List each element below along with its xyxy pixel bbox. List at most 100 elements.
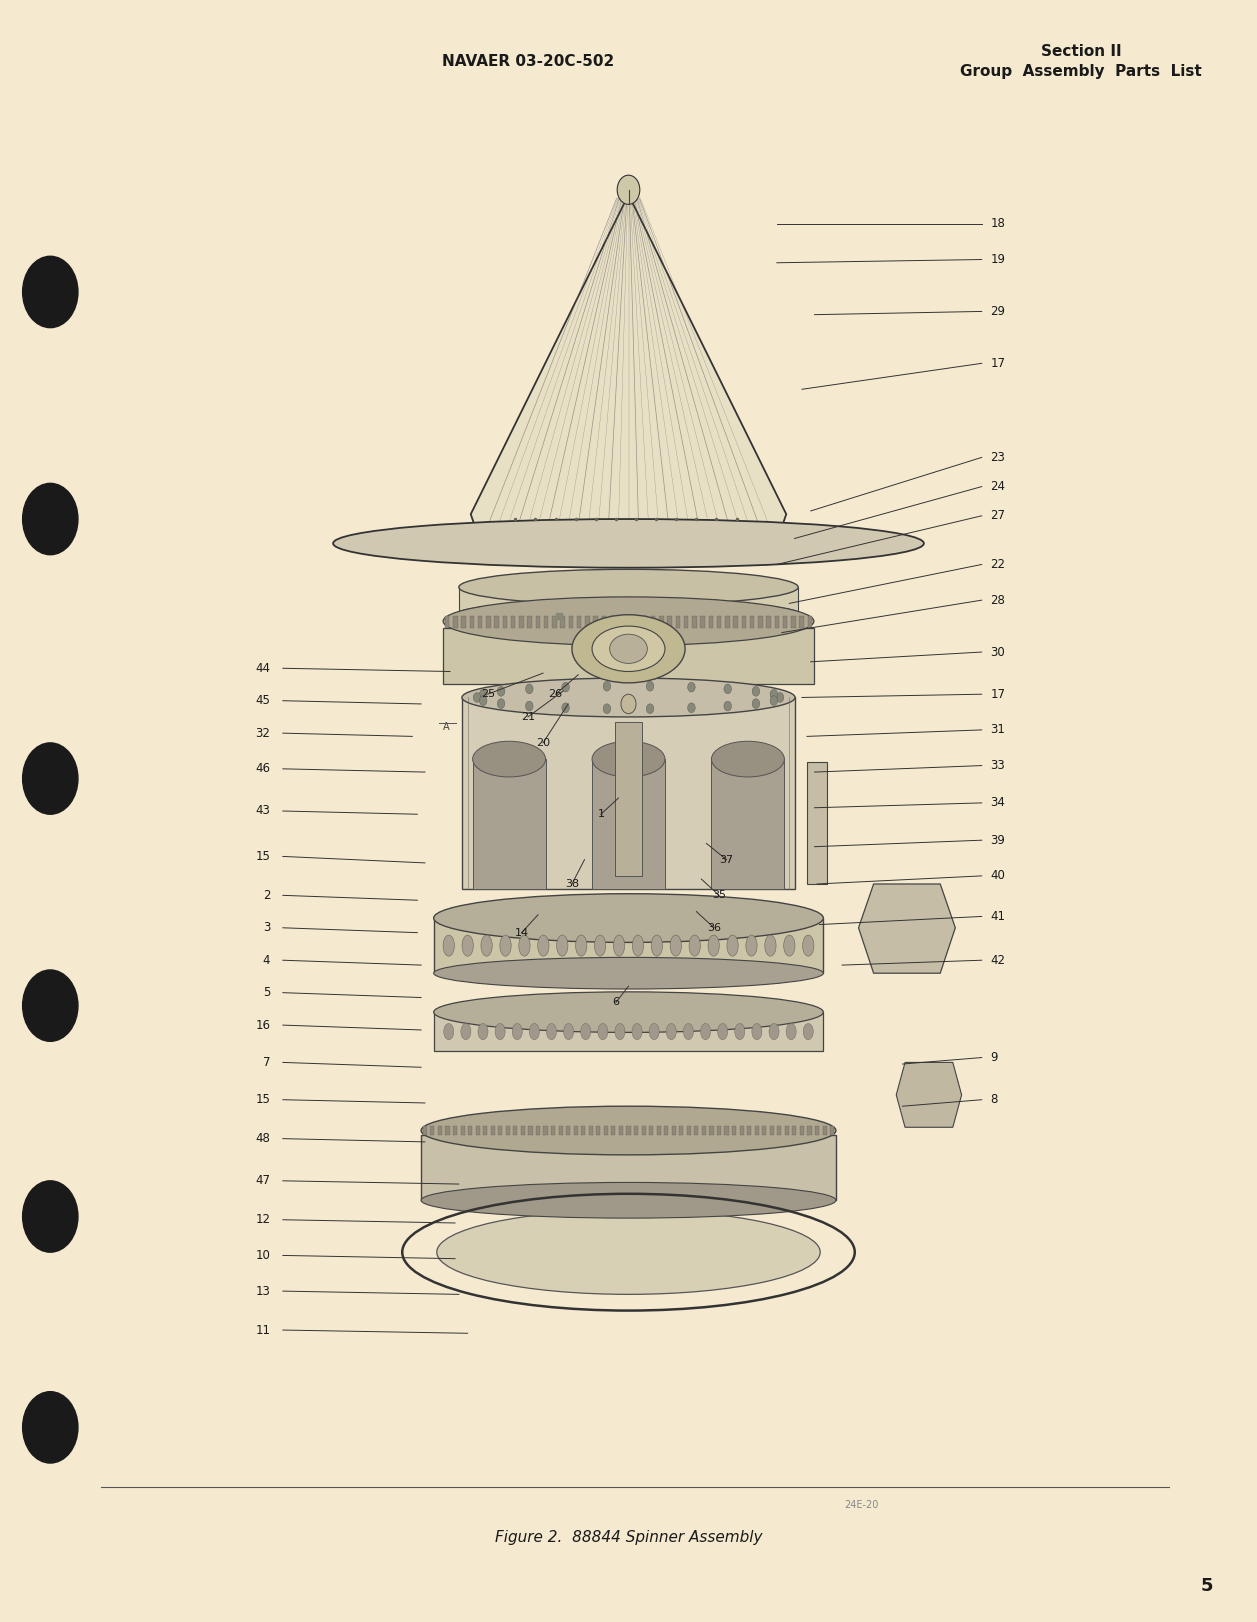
- Polygon shape: [641, 1126, 646, 1135]
- Polygon shape: [568, 616, 573, 628]
- Ellipse shape: [613, 934, 625, 955]
- Text: 42: 42: [991, 954, 1006, 967]
- Ellipse shape: [500, 934, 512, 955]
- Polygon shape: [634, 1126, 639, 1135]
- Polygon shape: [503, 616, 507, 628]
- Ellipse shape: [538, 934, 549, 955]
- Ellipse shape: [421, 1106, 836, 1155]
- Text: 38: 38: [564, 879, 579, 889]
- Polygon shape: [475, 1126, 480, 1135]
- Polygon shape: [635, 616, 639, 628]
- Polygon shape: [791, 616, 796, 628]
- Text: 19: 19: [991, 253, 1006, 266]
- Polygon shape: [430, 1126, 435, 1135]
- Text: 15: 15: [255, 1093, 270, 1106]
- Polygon shape: [478, 616, 483, 628]
- Ellipse shape: [481, 934, 493, 955]
- Text: 37: 37: [719, 855, 734, 865]
- Ellipse shape: [598, 1023, 608, 1040]
- Text: 24E-20: 24E-20: [843, 1500, 879, 1510]
- Polygon shape: [434, 918, 823, 973]
- Polygon shape: [762, 1126, 767, 1135]
- Polygon shape: [716, 616, 722, 628]
- Text: 17: 17: [991, 357, 1006, 370]
- Ellipse shape: [563, 1023, 573, 1040]
- Ellipse shape: [421, 1182, 836, 1218]
- Polygon shape: [758, 616, 763, 628]
- Ellipse shape: [802, 934, 815, 955]
- Polygon shape: [618, 616, 622, 628]
- Polygon shape: [593, 616, 598, 628]
- Ellipse shape: [576, 934, 587, 955]
- Polygon shape: [519, 616, 524, 628]
- Polygon shape: [459, 587, 798, 613]
- Polygon shape: [535, 1126, 541, 1135]
- Polygon shape: [453, 1126, 458, 1135]
- Text: 39: 39: [991, 834, 1006, 847]
- Polygon shape: [615, 722, 642, 876]
- Polygon shape: [558, 1126, 563, 1135]
- Polygon shape: [649, 1126, 654, 1135]
- Polygon shape: [513, 1126, 518, 1135]
- Text: 29: 29: [991, 305, 1006, 318]
- Circle shape: [688, 702, 695, 712]
- Text: 34: 34: [991, 796, 1006, 809]
- Circle shape: [23, 483, 78, 555]
- Ellipse shape: [735, 1023, 745, 1040]
- Text: 25: 25: [480, 689, 495, 699]
- Polygon shape: [592, 759, 665, 889]
- Polygon shape: [437, 1126, 442, 1135]
- Ellipse shape: [463, 678, 796, 717]
- Polygon shape: [822, 1126, 827, 1135]
- Ellipse shape: [651, 934, 662, 955]
- Polygon shape: [769, 1126, 774, 1135]
- Polygon shape: [733, 616, 738, 628]
- Text: Figure 2.  88844 Spinner Assembly: Figure 2. 88844 Spinner Assembly: [495, 1530, 762, 1546]
- Polygon shape: [596, 1126, 601, 1135]
- Ellipse shape: [649, 1023, 659, 1040]
- Ellipse shape: [572, 615, 685, 683]
- Polygon shape: [694, 1126, 699, 1135]
- Polygon shape: [725, 616, 729, 628]
- Text: 13: 13: [255, 1285, 270, 1298]
- Polygon shape: [544, 616, 548, 628]
- Polygon shape: [684, 616, 689, 628]
- Polygon shape: [471, 195, 787, 543]
- Polygon shape: [664, 1126, 669, 1135]
- Ellipse shape: [459, 569, 798, 605]
- Polygon shape: [588, 1126, 593, 1135]
- Polygon shape: [709, 616, 713, 628]
- Circle shape: [752, 686, 759, 696]
- Text: 8: 8: [991, 1093, 998, 1106]
- Ellipse shape: [519, 934, 530, 955]
- Polygon shape: [815, 1126, 820, 1135]
- Text: 40: 40: [991, 869, 1006, 882]
- Circle shape: [23, 743, 78, 814]
- Circle shape: [724, 701, 732, 710]
- Polygon shape: [830, 1126, 835, 1135]
- Ellipse shape: [547, 1023, 557, 1040]
- Polygon shape: [711, 759, 784, 889]
- Polygon shape: [701, 1126, 706, 1135]
- Circle shape: [752, 699, 759, 709]
- Polygon shape: [659, 616, 664, 628]
- Polygon shape: [700, 616, 705, 628]
- Ellipse shape: [592, 626, 665, 672]
- Circle shape: [646, 704, 654, 714]
- Circle shape: [688, 683, 695, 693]
- Circle shape: [498, 699, 505, 709]
- Polygon shape: [552, 616, 557, 628]
- Polygon shape: [486, 616, 490, 628]
- Circle shape: [724, 684, 732, 694]
- Polygon shape: [498, 1126, 503, 1135]
- Ellipse shape: [670, 934, 681, 955]
- Circle shape: [23, 1392, 78, 1463]
- Ellipse shape: [632, 934, 644, 955]
- Polygon shape: [561, 616, 564, 628]
- Polygon shape: [528, 1126, 533, 1135]
- Polygon shape: [460, 1126, 465, 1135]
- Polygon shape: [473, 759, 546, 889]
- Polygon shape: [566, 1126, 571, 1135]
- Polygon shape: [626, 616, 631, 628]
- Ellipse shape: [333, 519, 924, 568]
